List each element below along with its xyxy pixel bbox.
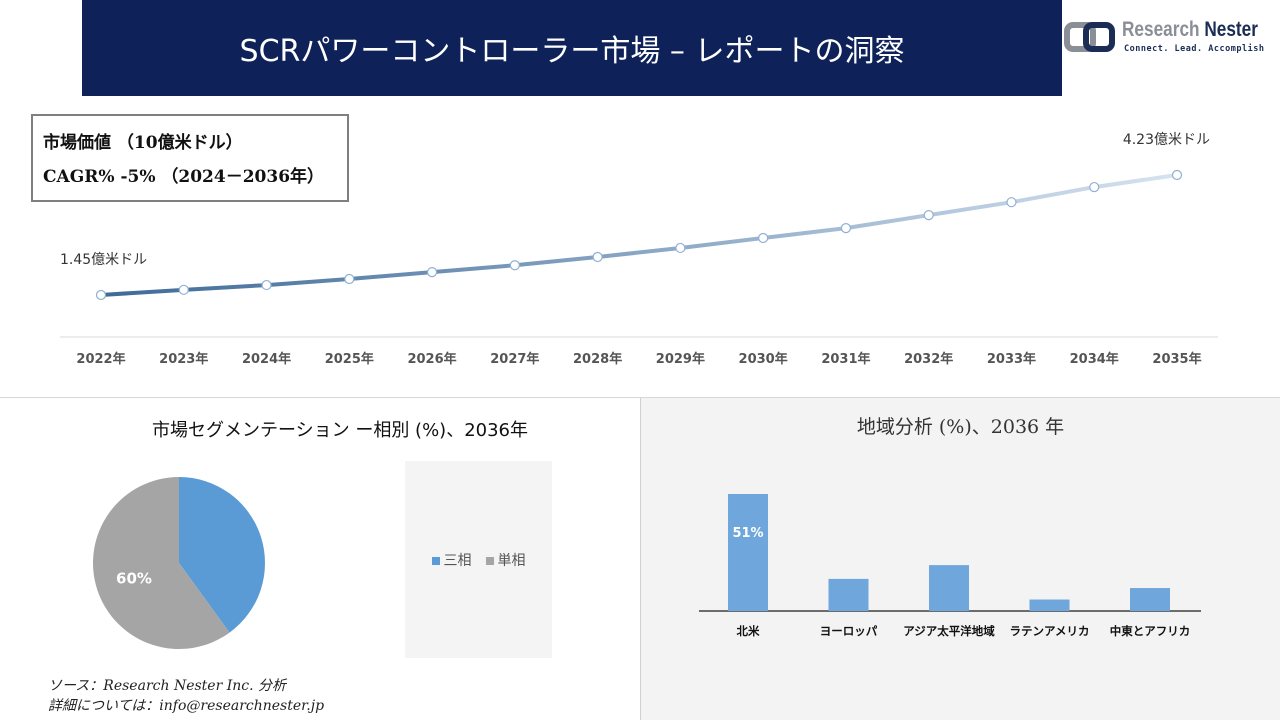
data-point (261, 279, 272, 291)
legend-item-three-phase: 三相 (431, 550, 472, 570)
source-note: ソース：Research Nester Inc. 分析 詳細については：info… (48, 676, 324, 716)
data-point (509, 260, 520, 271)
data-point (344, 273, 355, 285)
market-info-box: 市場価値 （10億米ドル） CAGR% -5% （2024－2036年） (31, 114, 349, 202)
x-tick-label: 中東とアフリカ (1110, 624, 1191, 638)
data-point (923, 210, 934, 221)
end-value-label: 4.23億米ドル (1123, 132, 1210, 148)
bar (1029, 599, 1070, 611)
data-point (758, 232, 769, 244)
region-chart-title: 地域分析 (%)、2036 年 (856, 416, 1065, 438)
data-point (1089, 181, 1100, 193)
market-value-label: 市場価値 （10億米ドル） (43, 133, 243, 153)
bar-data-label: 51% (732, 526, 763, 541)
market-line (100, 173, 1178, 297)
x-tick-label: アジア太平洋地域 (903, 624, 995, 638)
bar (828, 578, 869, 611)
x-tick-label: 2024年 (242, 351, 291, 367)
x-tick-label: 2026年 (407, 351, 456, 367)
x-tick-label: 2029年 (656, 351, 705, 367)
data-point (178, 284, 189, 295)
bar (929, 565, 969, 611)
data-point (1171, 169, 1183, 181)
x-tick-label: ヨーロッパ (820, 624, 878, 638)
logo-mark-icon (1064, 22, 1115, 52)
region-bar-chart: 51% 北米 ヨーロッパ アジア太平洋地域 ラテンアメリカ 中東とアフリカ (699, 494, 1201, 638)
x-tick-label: ラテンアメリカ (1010, 624, 1090, 638)
segment-pie-chart: 60% (92, 477, 265, 649)
data-point (840, 222, 852, 234)
x-tick-label: 2035年 (1152, 351, 1201, 367)
x-tick-label: 2027年 (490, 351, 539, 367)
source-line: ソース：Research Nester Inc. 分析 (48, 678, 287, 694)
logo-name: Research Nester (1122, 18, 1258, 41)
data-point (1006, 197, 1017, 208)
x-tick-label: 2023年 (159, 351, 208, 367)
market-line-chart: 2022年 2023年 2024年 2025年 2026年 2027年 2028年 2029年… (60, 132, 1218, 367)
x-tick-label: 2025年 (325, 351, 374, 367)
data-point (426, 267, 438, 278)
x-tick-label: 2034年 (1070, 351, 1119, 367)
bar (728, 494, 768, 611)
pie-slice-label: 60% (116, 570, 152, 588)
x-tick-label: 2032年 (904, 351, 953, 367)
pie-slice (92, 477, 230, 649)
cagr-label: CAGR% -5% （2024－2036年） (43, 167, 325, 187)
bar (1130, 588, 1170, 611)
page-title: SCRパワーコントローラー市場 – レポートの洞察 (239, 34, 905, 69)
pie-slice (179, 477, 265, 633)
x-tick-label: 2031年 (821, 351, 870, 367)
segment-chart-title: 市場セグメンテーション ー相別 (%)、2036年 (151, 420, 529, 441)
divider (640, 398, 641, 720)
x-tick-label: 北米 (737, 624, 760, 638)
x-tick-label: 2030年 (739, 351, 788, 367)
start-value-label: 1.45億米ドル (60, 252, 147, 268)
pie-legend: 三相 単相 (405, 461, 552, 658)
x-tick-label: 2028年 (573, 351, 622, 367)
data-point (95, 289, 107, 301)
divider (0, 397, 1280, 398)
contact-line: 詳細については：info@researchnester.jp (48, 698, 325, 714)
x-tick-label: 2033年 (987, 351, 1036, 367)
data-point (675, 242, 686, 254)
data-point (592, 251, 603, 263)
x-tick-label: 2022年 (76, 351, 125, 367)
logo-tagline: Connect. Lead. Accomplish (1124, 44, 1265, 54)
legend-item-single-phase: 単相 (485, 550, 526, 570)
title-banner: SCRパワーコントローラー市場 – レポートの洞察 (82, 0, 1062, 96)
logo: Research Nester Connect. Lead. Accomplis… (1064, 18, 1280, 58)
